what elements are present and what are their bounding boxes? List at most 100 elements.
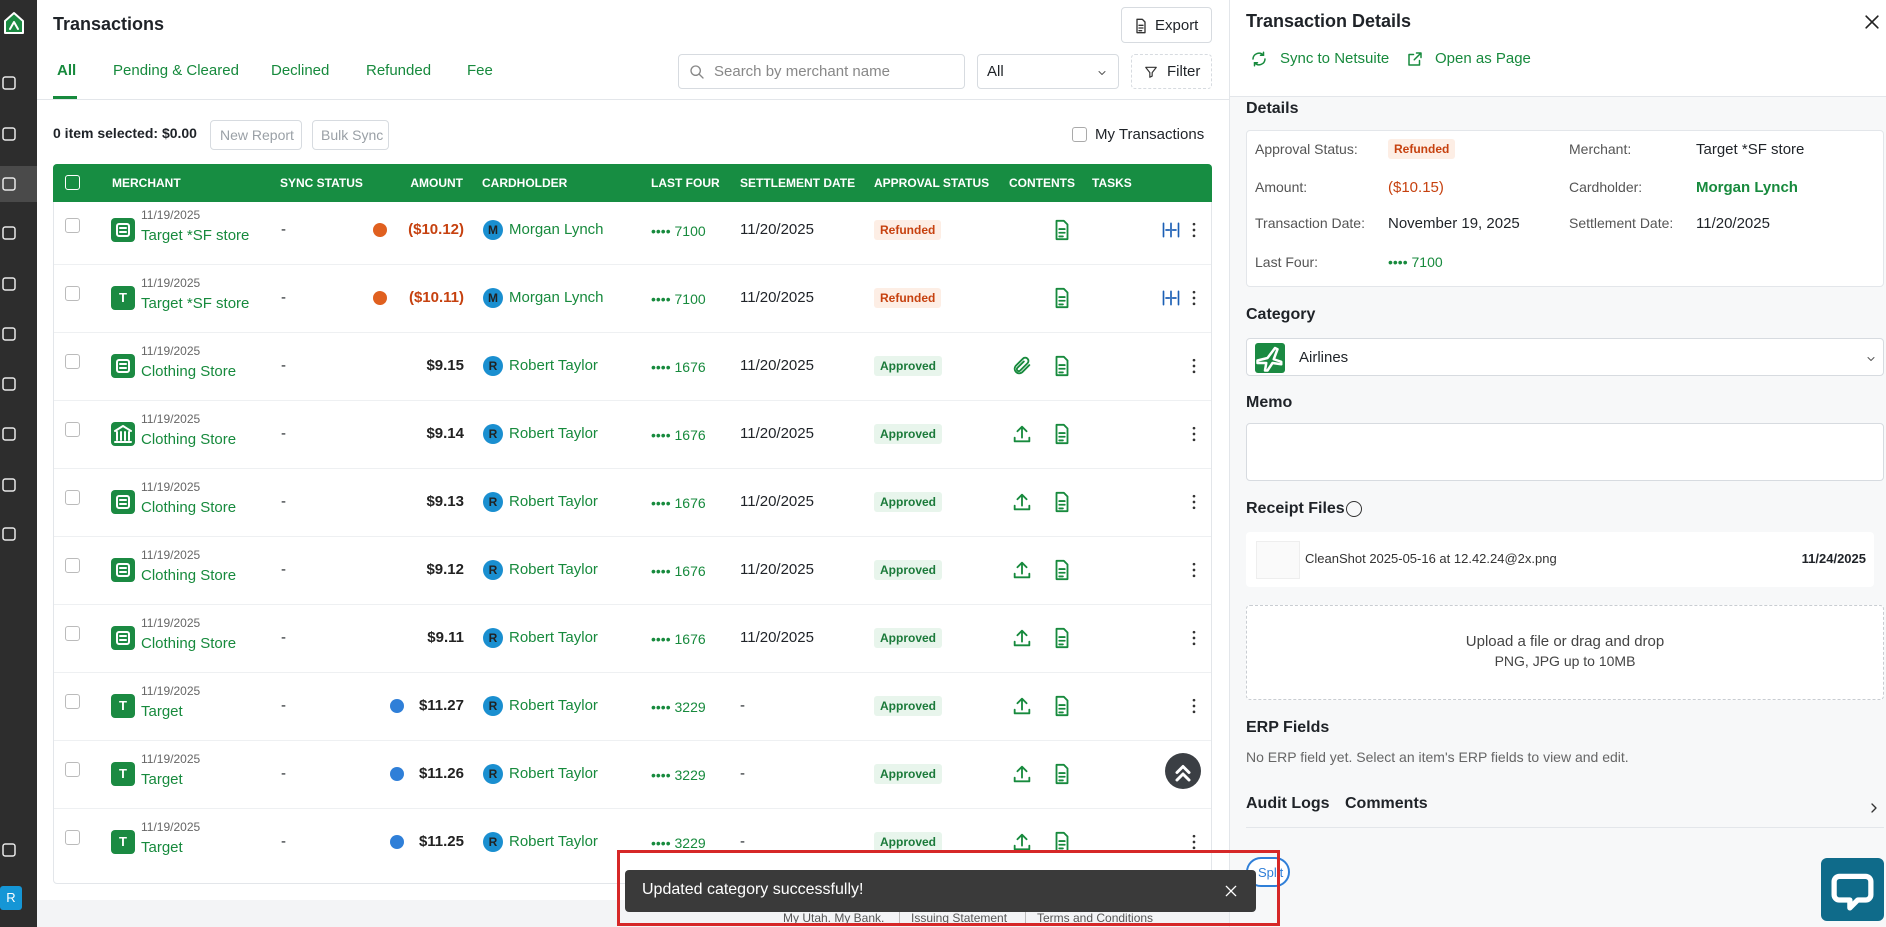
tab[interactable]: Refunded [366, 62, 432, 79]
contents-icon[interactable] [1011, 355, 1033, 377]
split-icon[interactable] [1160, 288, 1182, 308]
row-menu[interactable] [1184, 220, 1204, 240]
row-checkbox[interactable] [65, 490, 80, 505]
scroll-top-button[interactable] [1165, 753, 1201, 789]
memo-input[interactable] [1246, 423, 1884, 481]
export-button[interactable]: Export [1121, 7, 1212, 43]
row-checkbox[interactable] [65, 694, 80, 709]
sidebar-icon[interactable] [0, 175, 18, 193]
cardholder-name[interactable]: Robert Taylor [509, 833, 598, 850]
cardholder-name[interactable]: Robert Taylor [509, 697, 598, 714]
new-report-button[interactable]: New Report [210, 120, 302, 150]
close-icon[interactable] [1862, 12, 1882, 32]
row-checkbox[interactable] [65, 558, 80, 573]
split-icon[interactable] [1160, 220, 1182, 240]
footer-link[interactable]: Terms and Conditions [1037, 911, 1154, 925]
avatar[interactable]: R [0, 886, 22, 910]
contents-icon[interactable] [1051, 287, 1073, 309]
filter-button[interactable]: Filter [1131, 54, 1212, 89]
row-menu[interactable] [1184, 560, 1204, 580]
row-checkbox[interactable] [65, 830, 80, 845]
cardholder-name[interactable]: Robert Taylor [509, 561, 598, 578]
sidebar-icon[interactable] [0, 325, 18, 343]
cardholder-name[interactable]: Robert Taylor [509, 493, 598, 510]
category-select[interactable]: Airlines [1246, 338, 1884, 376]
merchant-name[interactable]: Target [141, 839, 183, 856]
contents-icon[interactable] [1051, 423, 1073, 445]
sidebar-icon[interactable] [0, 275, 18, 293]
toast-close[interactable] [1223, 883, 1239, 899]
merchant-name[interactable]: Target [141, 703, 183, 720]
bulk-sync-button[interactable]: Bulk Sync [312, 120, 389, 150]
row-menu[interactable] [1184, 628, 1204, 648]
panel-tab[interactable]: Comments [1345, 795, 1428, 812]
cardholder-name[interactable]: Morgan Lynch [509, 289, 604, 306]
merchant-name[interactable]: Clothing Store [141, 363, 237, 380]
panel-tab[interactable]: Audit Logs [1246, 795, 1330, 812]
row-menu[interactable] [1184, 424, 1204, 444]
contents-icon[interactable] [1051, 695, 1073, 717]
sync-link[interactable]: Sync to Netsuite [1280, 50, 1390, 67]
cardholder-name[interactable]: Robert Taylor [509, 357, 598, 374]
contents-icon[interactable] [1051, 627, 1073, 649]
my-transactions-checkbox[interactable] [1072, 127, 1087, 142]
row-checkbox[interactable] [65, 286, 80, 301]
row-checkbox[interactable] [65, 354, 80, 369]
merchant-name[interactable]: Clothing Store [141, 635, 237, 652]
merchant-name[interactable]: Target [141, 771, 183, 788]
contents-icon[interactable] [1011, 763, 1033, 785]
footer-link[interactable]: My Utah. My Bank. [783, 911, 885, 925]
contents-icon[interactable] [1051, 219, 1073, 241]
row-checkbox[interactable] [65, 626, 80, 641]
cardholder-name[interactable]: Robert Taylor [509, 629, 598, 646]
contents-icon[interactable] [1051, 763, 1073, 785]
cardholder-name[interactable]: Morgan Lynch [509, 221, 604, 238]
sidebar-icon[interactable] [0, 74, 18, 92]
merchant-name[interactable]: Clothing Store [141, 499, 237, 516]
chat-button[interactable] [1821, 858, 1884, 921]
merchant-name[interactable]: Target *SF store [141, 227, 250, 244]
tab[interactable]: Fee [467, 62, 493, 79]
contents-icon[interactable] [1011, 695, 1033, 717]
open-link[interactable]: Open as Page [1435, 50, 1531, 67]
upload-zone[interactable]: Upload a file or drag and drop PNG, JPG u… [1246, 605, 1884, 700]
row-menu[interactable] [1184, 356, 1204, 376]
row-checkbox[interactable] [65, 218, 80, 233]
contents-icon[interactable] [1011, 559, 1033, 581]
tab[interactable]: Declined [271, 62, 330, 79]
tab[interactable]: Pending & Cleared [113, 62, 239, 79]
search-box[interactable]: Search by merchant name [678, 54, 965, 89]
row-menu[interactable] [1184, 832, 1204, 852]
merchant-name[interactable]: Target *SF store [141, 295, 250, 312]
contents-icon[interactable] [1051, 831, 1073, 853]
contents-icon[interactable] [1011, 831, 1033, 853]
contents-icon[interactable] [1051, 559, 1073, 581]
contents-icon[interactable] [1011, 423, 1033, 445]
header-checkbox[interactable] [65, 175, 80, 190]
sidebar-icon[interactable] [0, 224, 18, 242]
contents-icon[interactable] [1011, 627, 1033, 649]
receipt-file[interactable]: CleanShot 2025-05-16 at 12.42.24@2x.png 1… [1246, 532, 1874, 587]
row-menu[interactable] [1184, 696, 1204, 716]
merchant-name[interactable]: Clothing Store [141, 431, 237, 448]
sidebar-icon[interactable] [0, 125, 18, 143]
cardholder-name[interactable]: Robert Taylor [509, 765, 598, 782]
sidebar-icon[interactable] [0, 525, 18, 543]
tabs-chevron[interactable] [1866, 800, 1882, 816]
row-checkbox[interactable] [65, 422, 80, 437]
merchant-name[interactable]: Clothing Store [141, 567, 237, 584]
row-checkbox[interactable] [65, 762, 80, 777]
footer-link[interactable]: Issuing Statement [911, 911, 1008, 925]
cardholder-name[interactable]: Robert Taylor [509, 425, 598, 442]
contents-icon[interactable] [1011, 491, 1033, 513]
sidebar-icon[interactable] [0, 841, 18, 859]
my-transactions-label[interactable]: My Transactions [1095, 126, 1205, 143]
tab[interactable]: All [57, 62, 77, 79]
row-menu[interactable] [1184, 492, 1204, 512]
contents-icon[interactable] [1051, 355, 1073, 377]
contents-icon[interactable] [1051, 491, 1073, 513]
sidebar-icon[interactable] [0, 476, 18, 494]
row-menu[interactable] [1184, 288, 1204, 308]
sidebar-icon[interactable] [0, 425, 18, 443]
filter-select[interactable]: All [977, 54, 1119, 89]
